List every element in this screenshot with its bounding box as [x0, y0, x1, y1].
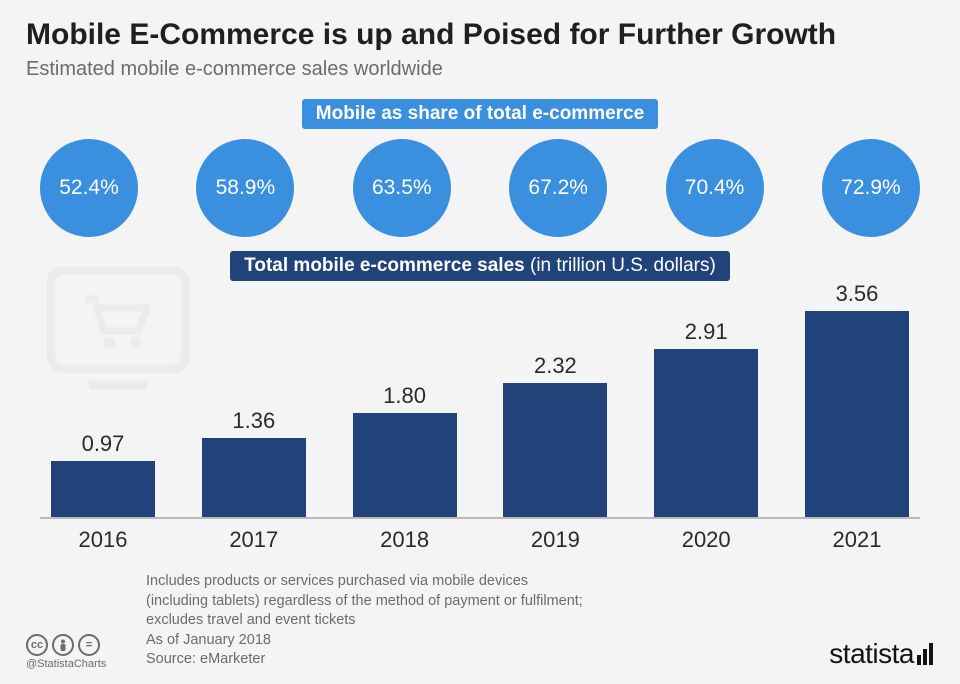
bar-value-label: 2.91 [685, 319, 728, 345]
sales-label-light: (in trillion U.S. dollars) [525, 255, 716, 276]
bar-value-label: 3.56 [836, 281, 879, 307]
year-label: 2019 [492, 527, 618, 553]
bar [202, 438, 306, 517]
footnote-line: Includes products or services purchased … [146, 572, 583, 592]
bar-col: 3.56 [794, 281, 920, 517]
bar [503, 383, 607, 517]
chart-footer: cc = @StatistaCharts Includes products o… [26, 572, 934, 670]
cc-handle: @StatistaCharts [26, 658, 106, 670]
year-label: 2018 [342, 527, 468, 553]
share-label-badge: Mobile as share of total e-commerce [302, 99, 658, 129]
share-circles-row: 52.4% 58.9% 63.5% 67.2% 70.4% 72.9% [26, 139, 934, 237]
footnote: Includes products or services purchased … [146, 572, 583, 670]
year-label: 2020 [643, 527, 769, 553]
bar-col: 2.91 [643, 319, 769, 517]
bar-value-label: 2.32 [534, 353, 577, 379]
sales-label-badge: Total mobile e-commerce sales (in trilli… [230, 251, 730, 281]
bar-value-label: 0.97 [82, 431, 125, 457]
bar [805, 311, 909, 517]
share-circle: 70.4% [666, 139, 764, 237]
chart-title: Mobile E-Commerce is up and Poised for F… [26, 18, 934, 52]
bar [353, 413, 457, 517]
share-circle: 72.9% [822, 139, 920, 237]
cc-icon: cc [26, 634, 48, 656]
share-circle: 63.5% [353, 139, 451, 237]
bar-col: 1.80 [342, 383, 468, 517]
year-label: 2016 [40, 527, 166, 553]
cc-license: cc = @StatistaCharts [26, 634, 106, 670]
year-label: 2017 [191, 527, 317, 553]
bar [654, 349, 758, 517]
bar-col: 2.32 [492, 353, 618, 517]
bar-chart: 0.97 1.36 1.80 2.32 2.91 3.56 [40, 289, 920, 541]
cc-nd-icon: = [78, 634, 100, 656]
share-circle: 67.2% [509, 139, 607, 237]
sales-label-bold: Total mobile e-commerce sales [244, 255, 525, 276]
chart-subtitle: Estimated mobile e-commerce sales worldw… [26, 58, 934, 81]
bars-row: 0.97 1.36 1.80 2.32 2.91 3.56 [40, 301, 920, 519]
bar-value-label: 1.80 [383, 383, 426, 409]
logo-text: statista [829, 638, 914, 670]
source-line: Source: eMarketer [146, 650, 583, 670]
bar-value-label: 1.36 [232, 408, 275, 434]
year-label: 2021 [794, 527, 920, 553]
cc-by-icon [52, 634, 74, 656]
footnote-line: excludes travel and event tickets [146, 611, 583, 631]
footnote-line: As of January 2018 [146, 631, 583, 651]
bar [51, 461, 155, 517]
share-circle: 52.4% [40, 139, 138, 237]
footnote-line: (including tablets) regardless of the me… [146, 592, 583, 612]
bar-col: 1.36 [191, 408, 317, 517]
statista-logo: statista [829, 638, 934, 670]
bar-col: 0.97 [40, 431, 166, 517]
share-circle: 58.9% [196, 139, 294, 237]
x-axis-labels: 2016 2017 2018 2019 2020 2021 [40, 527, 920, 553]
